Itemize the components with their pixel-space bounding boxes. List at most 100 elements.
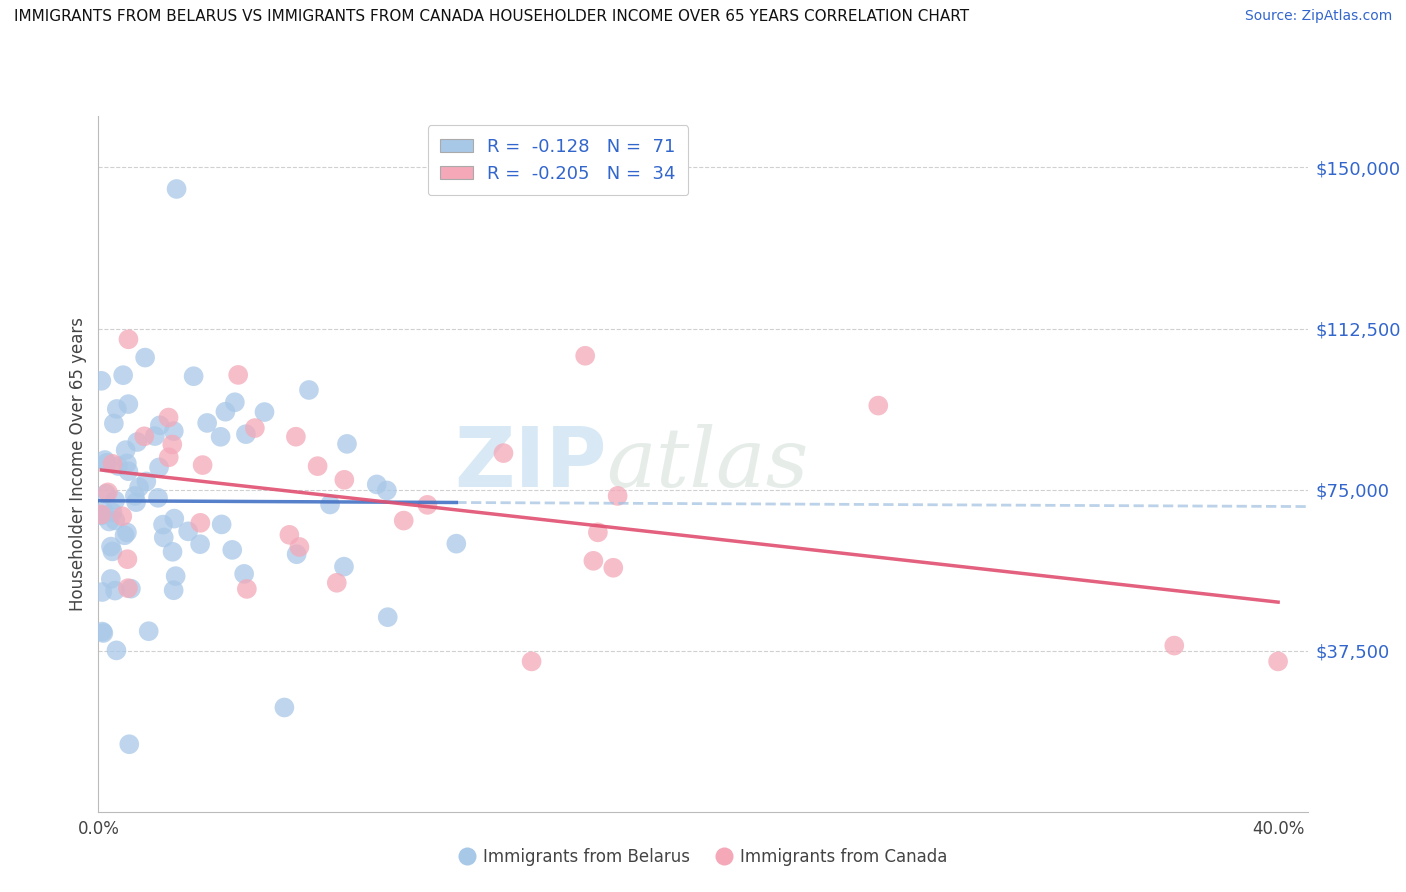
Point (163, 511, 186, 525)
Point (183, 369, 205, 384)
Point (233, 566, 256, 581)
Point (606, 489, 628, 503)
Point (326, 575, 349, 590)
Point (177, 524, 200, 539)
Point (90, 508, 112, 523)
Point (146, 491, 169, 505)
Point (111, 509, 134, 524)
Point (163, 424, 186, 438)
Point (120, 582, 142, 596)
Point (97, 485, 120, 500)
Point (100, 572, 122, 586)
Point (375, 483, 398, 498)
Text: Source: ZipAtlas.com: Source: ZipAtlas.com (1244, 9, 1392, 23)
Point (152, 531, 174, 545)
Point (285, 547, 308, 561)
Point (93, 505, 115, 519)
Point (134, 429, 156, 443)
Point (236, 582, 259, 596)
Point (416, 498, 439, 512)
Point (214, 405, 236, 419)
Point (243, 421, 266, 435)
Point (152, 517, 174, 532)
Point (336, 437, 359, 451)
Point (163, 583, 186, 598)
Point (1163, 639, 1185, 653)
Point (492, 446, 515, 460)
Point (101, 544, 124, 558)
Point (162, 437, 184, 451)
Point (235, 427, 257, 442)
Point (104, 583, 127, 598)
Point (135, 475, 157, 489)
Point (107, 458, 129, 473)
Point (284, 430, 307, 444)
Point (143, 429, 166, 443)
Point (165, 569, 187, 583)
Point (105, 643, 128, 657)
Point (211, 517, 233, 532)
Point (307, 459, 329, 474)
Point (125, 495, 148, 509)
Point (221, 542, 243, 557)
Point (94, 453, 117, 467)
Point (117, 552, 139, 566)
Point (582, 554, 605, 568)
Point (138, 624, 160, 639)
Point (191, 458, 214, 472)
Point (96, 456, 118, 470)
Point (253, 405, 276, 419)
Point (101, 505, 124, 519)
Point (520, 654, 543, 668)
Point (602, 560, 624, 574)
Point (278, 528, 301, 542)
Point (114, 443, 136, 458)
Point (209, 430, 232, 444)
Point (127, 435, 149, 450)
Point (101, 457, 124, 471)
Point (157, 410, 180, 425)
Point (162, 545, 184, 559)
Point (226, 368, 249, 382)
Point (224, 395, 246, 409)
Point (1267, 654, 1289, 668)
Point (105, 401, 128, 416)
Point (124, 489, 146, 503)
Point (104, 493, 127, 508)
Point (157, 450, 180, 465)
Point (446, 536, 468, 550)
Point (94, 487, 117, 501)
Point (128, 480, 150, 494)
Point (91, 585, 114, 599)
Point (366, 477, 388, 491)
Point (586, 525, 609, 540)
Point (117, 581, 139, 595)
Point (103, 417, 125, 431)
Point (868, 399, 890, 413)
Point (574, 349, 596, 363)
Point (195, 416, 218, 430)
Point (333, 559, 356, 574)
Point (117, 397, 139, 411)
Point (100, 540, 122, 554)
Point (190, 516, 212, 530)
Point (112, 368, 135, 383)
Point (134, 351, 156, 365)
Point (319, 498, 342, 512)
Point (298, 383, 321, 397)
Point (115, 525, 138, 540)
Text: atlas: atlas (606, 424, 808, 504)
Point (148, 460, 170, 475)
Point (166, 182, 188, 196)
Point (115, 456, 138, 470)
Point (188, 537, 211, 551)
Point (377, 610, 399, 624)
Y-axis label: Householder Income Over 65 years: Householder Income Over 65 years (69, 317, 87, 611)
Point (91, 624, 114, 639)
Point (118, 737, 141, 751)
Point (288, 540, 311, 554)
Text: IMMIGRANTS FROM BELARUS VS IMMIGRANTS FROM CANADA HOUSEHOLDER INCOME OVER 65 YEA: IMMIGRANTS FROM BELARUS VS IMMIGRANTS FR… (14, 9, 969, 24)
Point (104, 513, 127, 527)
Point (117, 332, 139, 346)
Point (333, 473, 356, 487)
